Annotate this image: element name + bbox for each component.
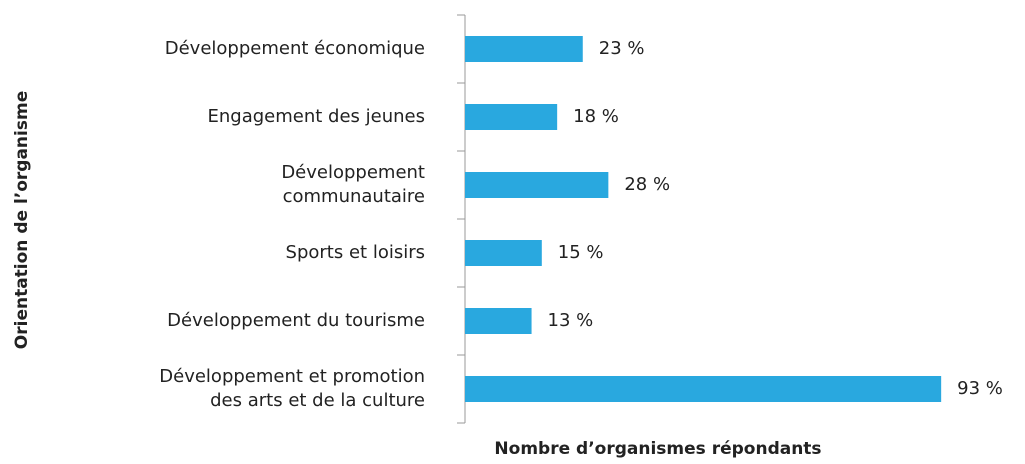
bar (465, 376, 942, 402)
value-label: 93 % (957, 378, 1003, 399)
y-axis-title: Orientation de l’organisme (12, 91, 32, 349)
category-label: Engagement des jeunes (208, 106, 425, 127)
category-label: Développement et promotion des arts et de… (159, 366, 425, 411)
bar (465, 240, 542, 266)
x-axis-title: Nombre d’organismes répondants (494, 439, 821, 459)
value-label: 23 % (599, 38, 645, 59)
bar (465, 104, 558, 130)
category-label: Développement communautaire (281, 162, 425, 207)
bar (465, 172, 609, 198)
bar (465, 36, 583, 62)
value-label: 13 % (548, 310, 594, 331)
category-label: Développement du tourisme (167, 310, 425, 331)
value-label: 18 % (573, 106, 619, 127)
bar (465, 308, 532, 334)
value-label: 28 % (624, 174, 670, 195)
category-label: Développement économique (165, 38, 425, 59)
category-label: Sports et loisirs (286, 242, 425, 263)
value-label: 15 % (558, 242, 604, 263)
